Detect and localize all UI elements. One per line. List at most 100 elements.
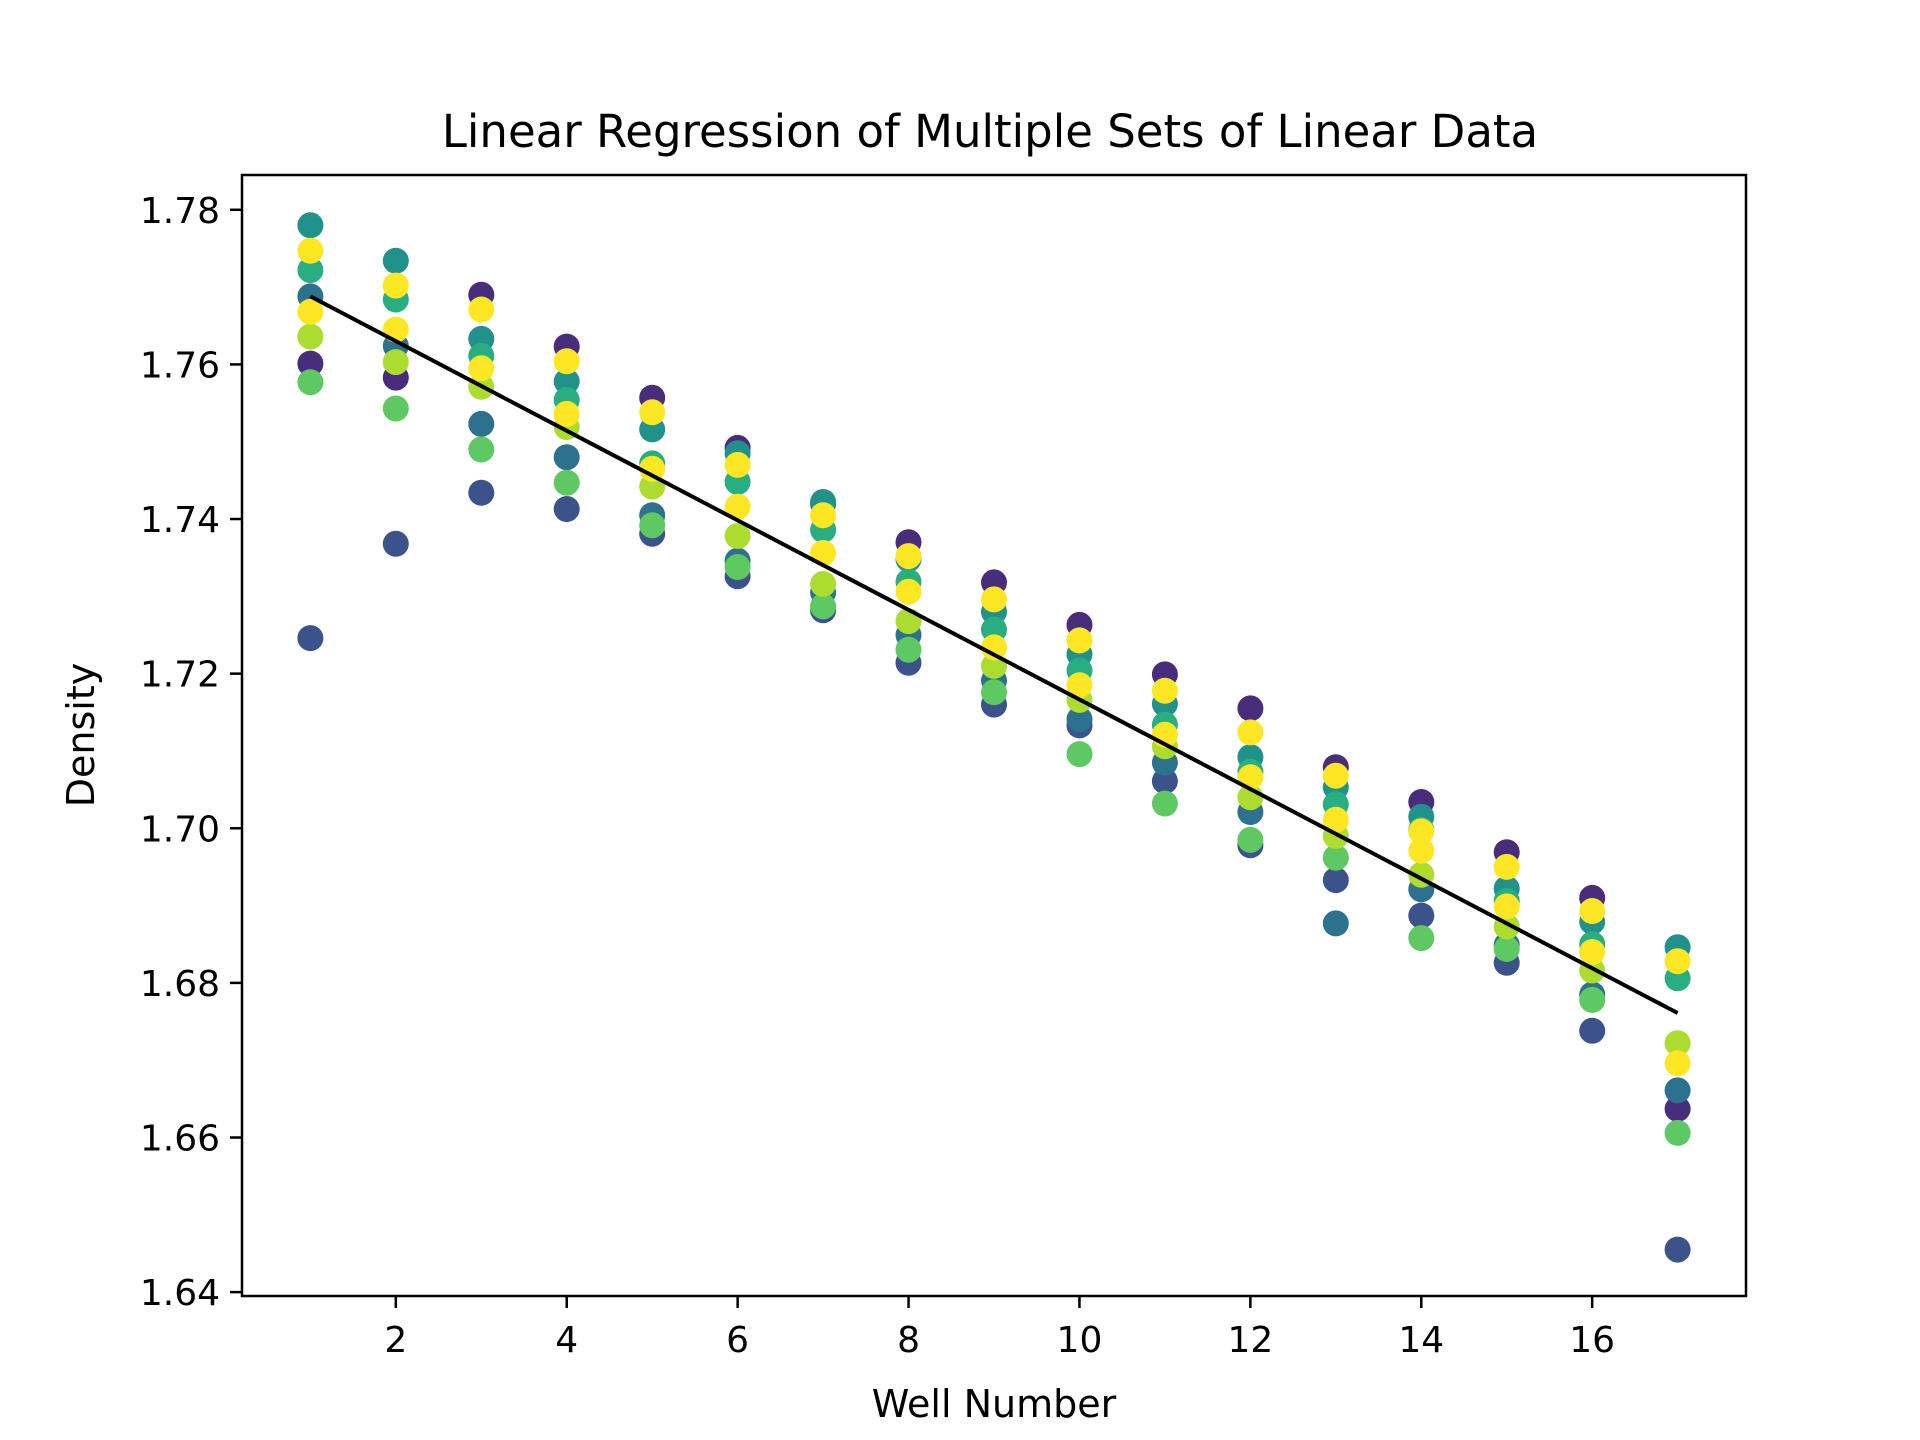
data-point	[468, 479, 495, 506]
y-tick-label: 1.64	[140, 1273, 220, 1314]
data-point	[981, 616, 1007, 643]
data-point	[810, 502, 837, 529]
data-point	[981, 586, 1007, 613]
data-point	[1579, 898, 1606, 924]
data-point	[1408, 925, 1435, 952]
data-point	[297, 350, 324, 377]
chart-title: Linear Regression of Multiple Sets of Li…	[442, 105, 1538, 158]
data-point	[1066, 627, 1093, 654]
data-point	[1151, 768, 1178, 795]
x-axis-label: Well Number	[872, 1382, 1117, 1426]
data-point	[639, 399, 666, 426]
data-point	[382, 395, 409, 422]
data-point	[1664, 1030, 1691, 1057]
data-point	[297, 298, 324, 325]
data-point	[1664, 1050, 1691, 1077]
data-point	[1322, 762, 1349, 789]
x-tick-label: 8	[897, 1320, 920, 1361]
data-point	[1579, 1017, 1606, 1044]
x-axis-ticks: 2 4 6 8 10 12 14 16	[384, 1296, 1615, 1361]
data-point	[1237, 719, 1264, 746]
data-point	[1237, 695, 1264, 722]
data-point	[1066, 706, 1093, 733]
data-point	[981, 634, 1007, 661]
data-point	[724, 451, 751, 478]
data-point	[297, 323, 324, 350]
data-point	[1151, 677, 1178, 704]
plot-frame	[240, 173, 1748, 1298]
y-tick-label: 1.66	[140, 1119, 220, 1160]
data-point	[553, 469, 580, 496]
x-tick-label: 16	[1569, 1320, 1615, 1361]
data-point	[297, 212, 324, 239]
y-axis-ticks: 1.64 1.66 1.68 1.70 1.72 1.74 1.76 1.78	[140, 191, 242, 1314]
data-point	[724, 554, 751, 580]
data-point	[810, 571, 837, 597]
data-point	[553, 496, 580, 522]
data-point	[1579, 939, 1606, 965]
data-point	[1664, 1095, 1691, 1122]
data-point	[553, 348, 580, 375]
data-point	[1151, 790, 1178, 817]
data-point	[297, 257, 324, 284]
data-point	[553, 444, 580, 471]
data-point	[382, 247, 409, 274]
data-point	[382, 349, 409, 376]
data-point	[1237, 826, 1264, 853]
data-point	[297, 237, 324, 264]
y-tick-label: 1.76	[140, 345, 220, 386]
data-point	[1664, 948, 1691, 975]
data-point	[1066, 741, 1093, 768]
data-point	[553, 400, 580, 427]
data-point	[468, 296, 495, 323]
data-point	[1322, 844, 1349, 871]
data-point	[1322, 867, 1349, 894]
data-point	[382, 530, 409, 557]
x-tick-label: 10	[1057, 1320, 1103, 1361]
data-point	[1493, 893, 1520, 920]
x-tick-label: 12	[1227, 1320, 1273, 1361]
y-tick-label: 1.72	[140, 655, 220, 696]
x-tick-label: 14	[1398, 1320, 1444, 1361]
data-point	[553, 368, 580, 395]
data-point	[1322, 910, 1349, 937]
data-point	[1322, 806, 1349, 833]
y-tick-label: 1.70	[140, 809, 220, 850]
data-point	[297, 625, 324, 652]
data-point	[1408, 837, 1435, 864]
x-tick-label: 4	[555, 1320, 578, 1361]
data-point	[468, 436, 495, 463]
data-point	[1664, 1077, 1691, 1104]
scatter-points	[297, 212, 1691, 1263]
regression-line-layer	[309, 294, 1679, 1015]
data-point	[724, 493, 751, 520]
data-point	[895, 543, 922, 570]
data-point	[639, 512, 666, 539]
regression-line	[309, 294, 1679, 1015]
x-tick-label: 6	[726, 1320, 749, 1361]
data-point	[1664, 1236, 1691, 1263]
data-point	[382, 272, 409, 299]
data-point	[724, 523, 751, 549]
data-point	[468, 410, 495, 437]
y-axis-label: Density	[59, 663, 103, 807]
data-point	[297, 369, 324, 396]
x-tick-label: 2	[384, 1320, 407, 1361]
data-point	[1579, 986, 1606, 1013]
data-point	[810, 593, 837, 620]
y-tick-label: 1.68	[140, 964, 220, 1005]
data-point	[1066, 672, 1093, 699]
data-point	[382, 316, 409, 343]
data-point	[895, 578, 922, 605]
data-point	[1408, 902, 1435, 929]
y-tick-label: 1.74	[140, 500, 220, 541]
data-point	[1408, 818, 1435, 845]
y-tick-label: 1.78	[140, 191, 220, 232]
data-point	[895, 636, 922, 663]
data-point	[1664, 1119, 1691, 1146]
data-point	[639, 455, 666, 482]
data-point	[1493, 935, 1520, 962]
data-point	[981, 679, 1007, 706]
